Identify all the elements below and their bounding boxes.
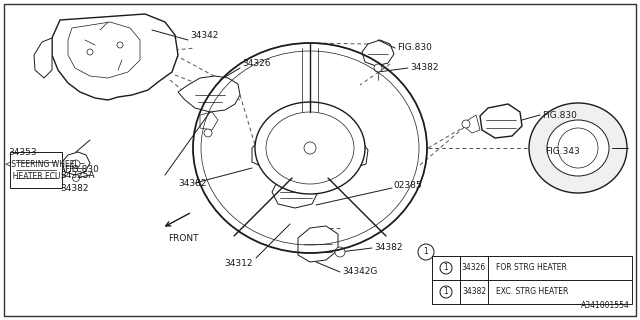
Bar <box>10 152 62 188</box>
Text: 34353: 34353 <box>8 148 36 157</box>
Text: FIG.343: FIG.343 <box>545 148 580 156</box>
Text: FOR STRG HEATER: FOR STRG HEATER <box>496 263 567 273</box>
Polygon shape <box>252 140 280 168</box>
Text: EXC. STRG HEATER: EXC. STRG HEATER <box>496 287 568 297</box>
Polygon shape <box>200 112 218 130</box>
Text: HEATER ECU>: HEATER ECU> <box>8 172 67 181</box>
Text: <STEERING WHEEL: <STEERING WHEEL <box>5 160 79 169</box>
Circle shape <box>72 174 79 181</box>
Circle shape <box>462 120 470 128</box>
Circle shape <box>72 160 80 168</box>
Text: 02385: 02385 <box>393 181 422 190</box>
Text: 34382: 34382 <box>374 244 403 252</box>
Circle shape <box>374 64 382 72</box>
Text: FIG.830: FIG.830 <box>542 110 577 119</box>
Polygon shape <box>178 76 240 112</box>
Ellipse shape <box>529 103 627 193</box>
Text: FIG.830: FIG.830 <box>397 44 432 52</box>
Text: 1: 1 <box>444 263 449 273</box>
Text: 34382: 34382 <box>462 287 486 297</box>
Text: 34342: 34342 <box>190 31 218 41</box>
Text: 34312: 34312 <box>224 260 253 268</box>
Text: FIG.830: FIG.830 <box>64 165 99 174</box>
Text: A341001554: A341001554 <box>581 301 630 310</box>
Polygon shape <box>466 115 480 133</box>
Ellipse shape <box>255 102 365 194</box>
Polygon shape <box>62 152 90 175</box>
Polygon shape <box>362 40 394 66</box>
Polygon shape <box>298 226 338 262</box>
Text: 34326: 34326 <box>462 263 486 273</box>
Circle shape <box>304 142 316 154</box>
Text: 34325A: 34325A <box>60 171 95 180</box>
Circle shape <box>117 42 123 48</box>
Polygon shape <box>52 14 178 100</box>
Text: 34382: 34382 <box>60 184 88 193</box>
Text: 1: 1 <box>444 287 449 297</box>
Text: 1: 1 <box>424 247 428 257</box>
Text: 34342G: 34342G <box>342 268 378 276</box>
Polygon shape <box>340 140 368 168</box>
Ellipse shape <box>547 120 609 176</box>
Text: 34382: 34382 <box>410 63 438 73</box>
Text: 34326: 34326 <box>242 60 271 68</box>
Polygon shape <box>272 176 318 208</box>
Circle shape <box>335 247 345 257</box>
Text: FRONT: FRONT <box>168 234 198 243</box>
Polygon shape <box>34 38 52 78</box>
Circle shape <box>204 129 212 137</box>
Polygon shape <box>480 104 522 138</box>
Circle shape <box>87 49 93 55</box>
Bar <box>432 256 632 304</box>
Text: 34382: 34382 <box>178 179 207 188</box>
